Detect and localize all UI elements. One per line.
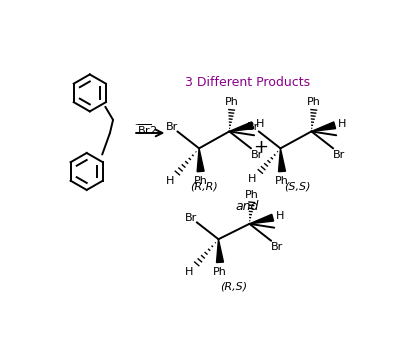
Text: Br: Br: [271, 242, 284, 252]
Text: H: H: [166, 176, 174, 186]
Text: H: H: [256, 119, 265, 129]
Polygon shape: [197, 148, 204, 172]
Text: (R,R): (R,R): [190, 182, 218, 192]
Text: (S,S): (S,S): [284, 182, 311, 192]
Text: $^{-}$: $^{-}$: [134, 123, 141, 132]
Text: and: and: [236, 200, 259, 213]
Text: Ph: Ph: [213, 267, 227, 276]
Polygon shape: [311, 122, 335, 131]
Text: H: H: [338, 119, 346, 129]
Polygon shape: [249, 214, 274, 224]
Text: Br: Br: [247, 122, 259, 132]
Text: Br: Br: [166, 122, 178, 132]
Text: H: H: [248, 174, 257, 184]
Text: $\overline{\mathrm{Br}}$2: $\overline{\mathrm{Br}}$2: [137, 122, 157, 137]
Text: 3 Different Products: 3 Different Products: [185, 76, 310, 90]
Text: (R,S): (R,S): [221, 282, 248, 292]
Text: Ph: Ph: [307, 97, 321, 107]
Text: Br: Br: [185, 213, 198, 223]
Polygon shape: [278, 148, 286, 172]
Text: Br: Br: [333, 149, 345, 160]
Text: H: H: [276, 211, 285, 221]
Text: H: H: [185, 267, 193, 276]
Text: Ph: Ph: [194, 176, 208, 186]
Text: Ph: Ph: [275, 176, 289, 186]
Text: Ph: Ph: [225, 97, 238, 107]
Text: Br: Br: [251, 149, 263, 160]
Text: +: +: [253, 138, 268, 156]
Polygon shape: [229, 122, 253, 131]
Text: Ph: Ph: [245, 190, 259, 199]
Polygon shape: [217, 239, 223, 263]
